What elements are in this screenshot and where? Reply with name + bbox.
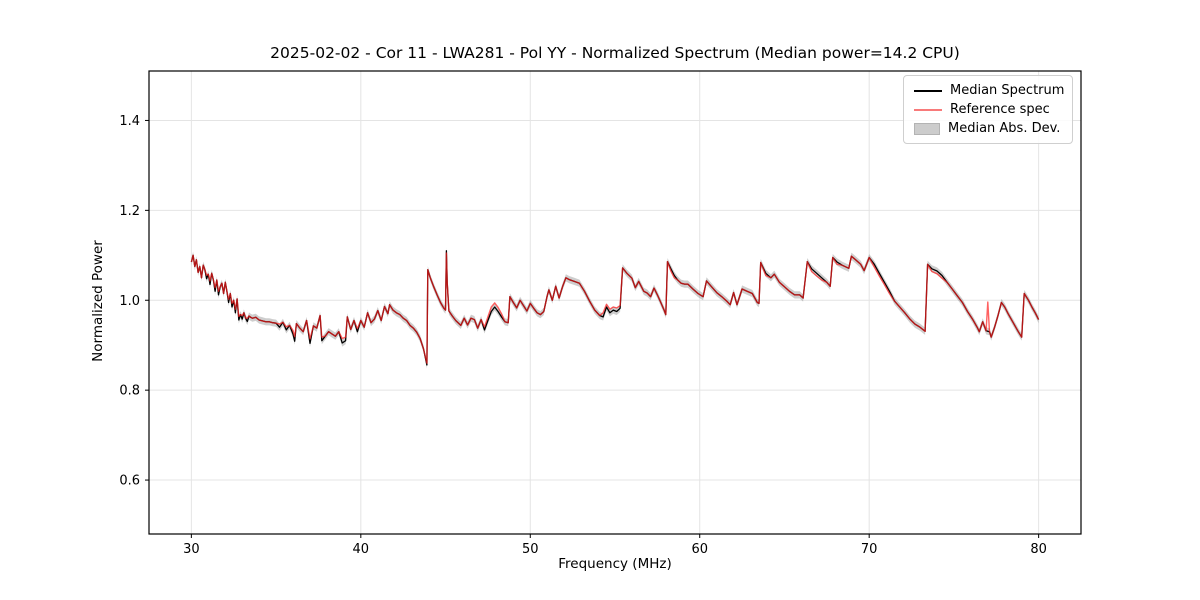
x-axis-label: Frequency (MHz) [558, 556, 672, 572]
svg-text:1.0: 1.0 [119, 294, 140, 309]
svg-text:70: 70 [861, 542, 878, 557]
reference-spec-line [190, 252, 1040, 364]
legend-label: Reference spec [950, 102, 1050, 117]
svg-text:0.6: 0.6 [119, 474, 140, 489]
x-tick-labels: 30 40 50 60 70 80 [183, 534, 1047, 557]
axes-frame [148, 70, 1082, 535]
reference-line-swatch-icon [914, 108, 942, 111]
y-tick-labels: 0.6 0.8 1.0 1.2 1.4 [119, 114, 149, 489]
legend-item-median-abs-dev: Median Abs. Dev. [914, 122, 1062, 135]
svg-text:0.8: 0.8 [119, 384, 140, 399]
svg-text:60: 60 [691, 542, 708, 557]
svg-text:80: 80 [1030, 542, 1047, 557]
svg-text:30: 30 [183, 542, 200, 557]
legend-label: Median Spectrum [950, 83, 1065, 98]
chart-title: 2025-02-02 - Cor 11 - LWA281 - Pol YY - … [270, 44, 960, 62]
median-line-swatch-icon [914, 89, 942, 92]
y-axis-label: Normalized Power [90, 240, 106, 362]
svg-text:1.4: 1.4 [119, 114, 140, 129]
legend-item-reference-spec: Reference spec [914, 103, 1062, 116]
svg-text:50: 50 [522, 542, 539, 557]
legend-item-median-spectrum: Median Spectrum [914, 83, 1065, 98]
mad-patch-swatch-icon [914, 122, 940, 135]
legend: Median Spectrum Reference spec Median Ab… [903, 75, 1073, 144]
legend-label: Median Abs. Dev. [948, 121, 1061, 136]
svg-text:1.2: 1.2 [119, 204, 140, 219]
svg-text:40: 40 [353, 542, 370, 557]
